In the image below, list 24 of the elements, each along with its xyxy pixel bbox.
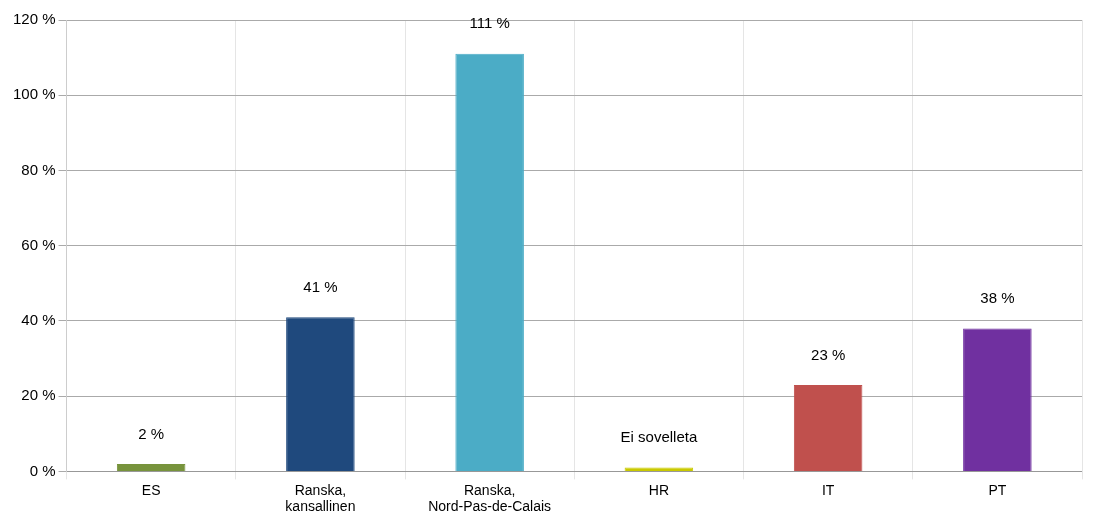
- y-tick-label: 100 %: [12, 85, 56, 103]
- x-tick-label: Ranska, Nord-Pas-de-Calais: [428, 481, 552, 515]
- bar: [286, 317, 355, 471]
- y-tick-label: 120 %: [12, 10, 56, 28]
- bar: [116, 463, 186, 471]
- data-label: 111 %: [469, 14, 510, 32]
- x-tick-label: HR: [648, 481, 670, 498]
- bar: [793, 384, 863, 471]
- bar: [963, 328, 1032, 471]
- data-label: 2 %: [138, 424, 165, 442]
- x-tick-label: ES: [141, 481, 161, 498]
- data-label: 41 %: [303, 277, 338, 295]
- bar: [455, 53, 524, 471]
- y-tick-label: 40 %: [21, 311, 56, 329]
- y-tick-label: 20 %: [21, 386, 56, 404]
- y-tick-label: 60 %: [21, 235, 56, 253]
- x-tick-label: Ranska, kansallinen: [285, 481, 356, 515]
- x-tick-label: PT: [988, 481, 1007, 498]
- y-tick-label: 0 %: [29, 461, 56, 479]
- data-label: 23 %: [811, 345, 846, 363]
- data-label: Ei sovelleta: [620, 428, 698, 446]
- data-label: 38 %: [980, 289, 1015, 307]
- y-tick-label: 80 %: [21, 160, 56, 178]
- x-tick-label: IT: [821, 481, 835, 498]
